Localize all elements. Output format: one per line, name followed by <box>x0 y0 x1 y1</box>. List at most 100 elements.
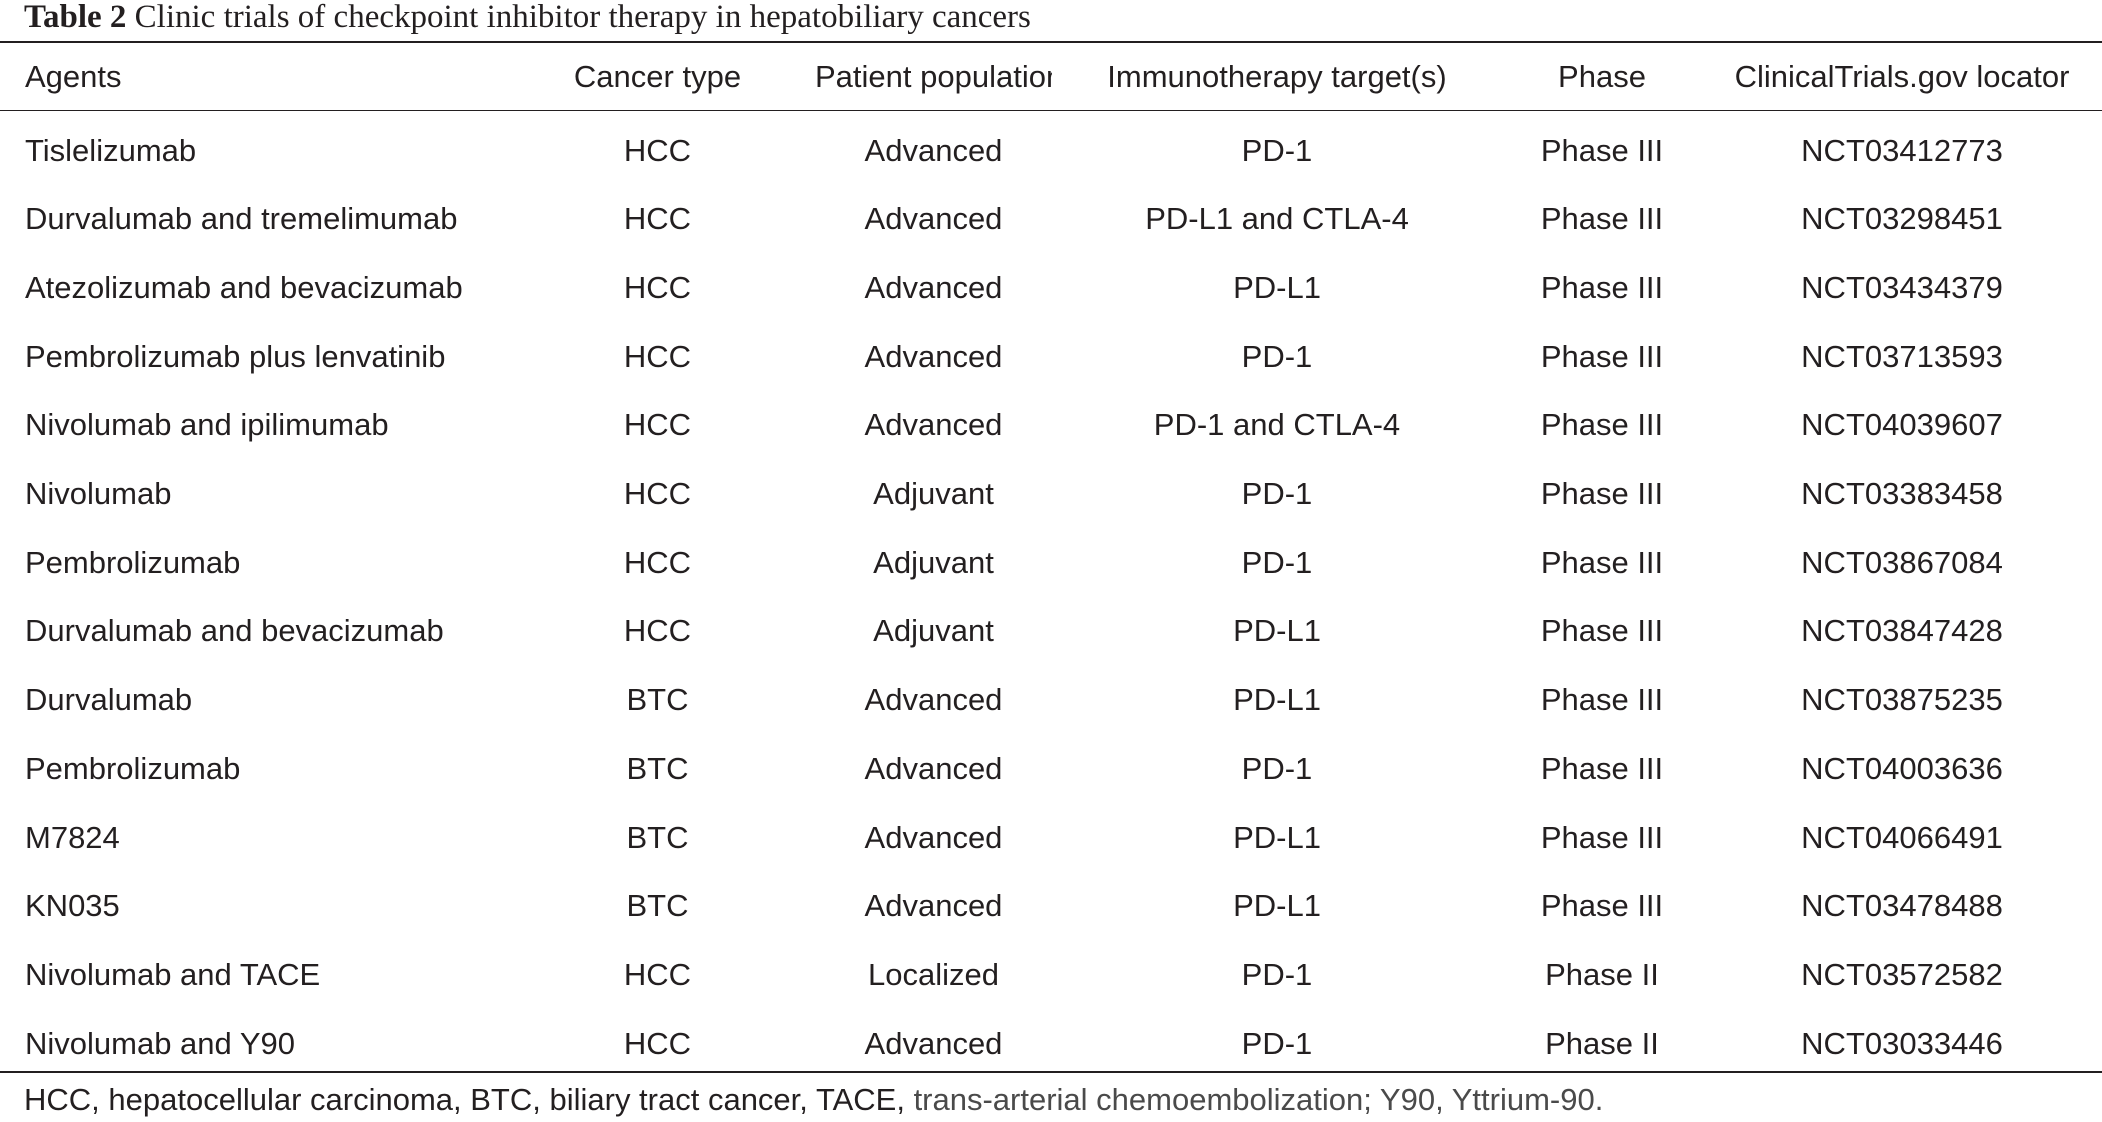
column-header-patient-population: Patient population <box>815 58 1052 94</box>
table-header-row: Agents Cancer type Patient population Im… <box>0 43 2102 110</box>
cell-cancer-type: BTC <box>626 888 689 924</box>
cell-immunotherapy-target: PD-1 <box>1241 956 1313 992</box>
column-header-phase: Phase <box>1558 58 1646 94</box>
cell-patient-population: Advanced <box>864 270 1003 306</box>
cell-patient-population: Localized <box>868 956 999 992</box>
cell-locator: NCT03033446 <box>1801 1025 2003 1061</box>
cell-patient-population: Adjuvant <box>873 544 994 580</box>
table-row: Durvalumab BTC Advanced PD-L1 Phase III NCT03… <box>0 666 2102 735</box>
cell-agent: Pembrolizumab plus lenvatinib <box>25 338 446 374</box>
cell-phase: Phase III <box>1540 407 1664 443</box>
table-row: Durvalumab and bevacizumab HCC Adjuvant PD-… <box>0 597 2102 666</box>
cell-locator: NCT03875235 <box>1801 682 2003 718</box>
table-row: KN035 BTC Advanced PD-L1 Phase III NCT0347848… <box>0 872 2102 941</box>
cell-immunotherapy-target: PD-L1 and CTLA-4 <box>1145 201 1409 237</box>
cell-cancer-type: HCC <box>623 613 692 649</box>
cell-immunotherapy-target: PD-L1 <box>1233 682 1321 718</box>
cell-agent: Nivolumab and ipilimumab <box>25 407 389 443</box>
cell-phase: Phase III <box>1540 338 1664 374</box>
cell-phase: Phase III <box>1540 819 1664 855</box>
cell-locator: NCT03383458 <box>1801 476 2003 512</box>
cell-cancer-type: HCC <box>623 201 692 237</box>
cell-locator: NCT03713593 <box>1801 338 2003 374</box>
table-footnote: HCC, hepatocellular carcinoma, BTC, bili… <box>24 1081 1603 1119</box>
cell-agent: KN035 <box>25 888 120 924</box>
cell-agent: Nivolumab and TACE <box>25 956 321 992</box>
footnote-abbreviations-continued: trans-arterial chemoembolization; Y90, Y… <box>913 1082 1604 1117</box>
cell-patient-population: Advanced <box>864 819 1003 855</box>
cell-patient-population: Advanced <box>864 888 1003 924</box>
cell-immunotherapy-target: PD-1 <box>1241 750 1313 786</box>
table-bottom-rule <box>0 1071 2102 1073</box>
cell-locator: NCT04066491 <box>1801 819 2003 855</box>
cell-cancer-type: HCC <box>623 270 692 306</box>
cell-locator: NCT03867084 <box>1801 544 2003 580</box>
cell-locator: NCT03434379 <box>1801 270 2003 306</box>
cell-cancer-type: BTC <box>626 819 689 855</box>
cell-locator: NCT03847428 <box>1801 613 2003 649</box>
cell-immunotherapy-target: PD-1 <box>1241 338 1313 374</box>
cell-cancer-type: HCC <box>623 1025 692 1061</box>
cell-locator: NCT04039607 <box>1801 407 2003 443</box>
cell-phase: Phase II <box>1545 1025 1659 1061</box>
cell-patient-population: Advanced <box>864 1025 1003 1061</box>
cell-phase: Phase III <box>1540 270 1664 306</box>
table-row: Pembrolizumab HCC Adjuvant PD-1 Phase III NCT… <box>0 528 2102 597</box>
cell-phase: Phase III <box>1540 201 1664 237</box>
cell-locator: NCT04003636 <box>1801 750 2003 786</box>
cell-patient-population: Advanced <box>864 201 1003 237</box>
table-row: Tislelizumab HCC Advanced PD-1 Phase III NCT0… <box>0 110 2102 185</box>
cell-cancer-type: BTC <box>626 682 689 718</box>
column-header-locator: ClinicalTrials.gov locator <box>1734 58 2070 94</box>
cell-agent: Pembrolizumab <box>25 544 241 580</box>
cell-cancer-type: BTC <box>626 750 689 786</box>
cell-cancer-type: HCC <box>623 476 692 512</box>
table-row: M7824 BTC Advanced PD-L1 Phase III NCT0406649… <box>0 803 2102 872</box>
cell-agent: Pembrolizumab <box>25 750 241 786</box>
cell-patient-population: Adjuvant <box>873 476 994 512</box>
cell-phase: Phase III <box>1540 613 1664 649</box>
cell-agent: Durvalumab and bevacizumab <box>25 613 444 649</box>
cell-phase: Phase III <box>1540 682 1664 718</box>
table-caption: Table 2 Clinic trials of checkpoint inhi… <box>24 0 1031 40</box>
cell-patient-population: Advanced <box>864 750 1003 786</box>
cell-patient-population: Advanced <box>864 407 1003 443</box>
cell-cancer-type: HCC <box>623 956 692 992</box>
cell-cancer-type: HCC <box>623 544 692 580</box>
clinical-trials-table: Agents Cancer type Patient population Im… <box>0 43 2102 1078</box>
cell-cancer-type: HCC <box>623 407 692 443</box>
cell-phase: Phase III <box>1540 888 1664 924</box>
cell-immunotherapy-target: PD-L1 <box>1233 819 1321 855</box>
cell-phase: Phase III <box>1540 544 1664 580</box>
table-caption-text: Clinic trials of checkpoint inhibitor th… <box>134 0 1031 35</box>
cell-agent: Tislelizumab <box>25 132 197 168</box>
cell-cancer-type: HCC <box>623 338 692 374</box>
footnote-abbreviations: HCC, hepatocellular carcinoma, BTC, bili… <box>24 1082 914 1117</box>
table-row: Pembrolizumab BTC Advanced PD-1 Phase III NCT… <box>0 735 2102 804</box>
table-header: Agents Cancer type Patient population Im… <box>0 43 2102 110</box>
table-row: Durvalumab and tremelimumab HCC Advanced PD… <box>0 185 2102 254</box>
column-header-cancer-type: Cancer type <box>573 58 742 94</box>
table-row: Nivolumab and Y90 HCC Advanced PD-1 Phase II… <box>0 1009 2102 1078</box>
cell-locator: NCT03298451 <box>1801 201 2003 237</box>
cell-cancer-type: HCC <box>623 132 692 168</box>
cell-locator: NCT03572582 <box>1801 956 2003 992</box>
cell-locator: NCT03478488 <box>1801 888 2003 924</box>
table-row: Pembrolizumab plus lenvatinib HCC Advanced… <box>0 322 2102 391</box>
cell-agent: Durvalumab <box>25 682 193 718</box>
table-row: Nivolumab and ipilimumab HCC Advanced PD-1 … <box>0 391 2102 460</box>
cell-patient-population: Adjuvant <box>873 613 994 649</box>
table-row: Nivolumab HCC Adjuvant PD-1 Phase III NCT0338… <box>0 460 2102 529</box>
cell-immunotherapy-target: PD-1 <box>1241 476 1313 512</box>
table-body: Tislelizumab HCC Advanced PD-1 Phase III NCT0… <box>0 110 2102 1078</box>
cell-immunotherapy-target: PD-1 <box>1241 1025 1313 1061</box>
column-header-agents: Agents <box>25 58 122 94</box>
cell-agent: Atezolizumab and bevacizumab <box>25 270 463 306</box>
table-caption-label: Table 2 <box>24 0 127 35</box>
cell-patient-population: Advanced <box>864 682 1003 718</box>
column-header-immunotherapy-target: Immunotherapy target(s) <box>1107 58 1447 94</box>
cell-immunotherapy-target: PD-L1 <box>1233 888 1321 924</box>
cell-immunotherapy-target: PD-L1 <box>1233 270 1321 306</box>
cell-agent: Nivolumab and Y90 <box>25 1025 295 1061</box>
cell-immunotherapy-target: PD-1 <box>1241 544 1313 580</box>
